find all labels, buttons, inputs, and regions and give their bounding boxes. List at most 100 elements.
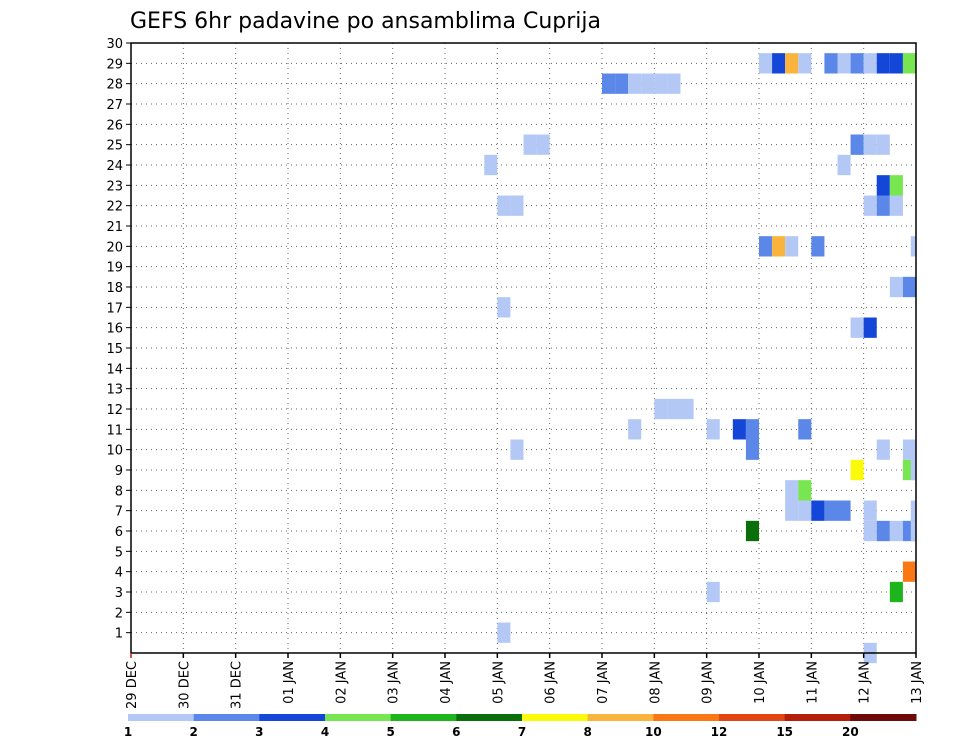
data-cell bbox=[910, 520, 916, 542]
colorbar-swatch bbox=[325, 714, 392, 721]
y-tick-label: 8 bbox=[115, 484, 123, 499]
data-cell bbox=[811, 236, 825, 257]
colorbar: 1 2 3 4 5 6 7 8 10 12 15 20 bbox=[124, 714, 917, 739]
y-tick-label: 27 bbox=[106, 98, 123, 113]
data-cell bbox=[615, 73, 629, 94]
colorbar-label: 8 bbox=[583, 725, 591, 739]
y-tick-label: 18 bbox=[106, 281, 123, 296]
data-cell bbox=[824, 53, 838, 74]
x-tick-label: 01 JAN bbox=[282, 661, 297, 704]
colorbar-label: 12 bbox=[711, 725, 728, 739]
y-axis: 1234567891011121314151617181920212223242… bbox=[106, 37, 131, 642]
x-tick-label: 09 JAN bbox=[701, 661, 716, 704]
data-cell bbox=[497, 622, 511, 643]
y-tick-label: 6 bbox=[115, 525, 123, 540]
x-tick-label: 04 JAN bbox=[439, 661, 454, 704]
data-cell bbox=[863, 195, 877, 216]
data-cell bbox=[745, 439, 759, 460]
data-cell bbox=[798, 419, 812, 440]
colorbar-label: 5 bbox=[386, 725, 394, 739]
data-cell bbox=[850, 317, 864, 338]
data-cell bbox=[772, 53, 786, 74]
data-cell bbox=[863, 500, 877, 521]
y-tick-label: 1 bbox=[115, 627, 123, 642]
y-tick-label: 22 bbox=[106, 200, 123, 215]
y-tick-label: 15 bbox=[106, 342, 123, 357]
data-cell bbox=[759, 53, 773, 74]
y-tick-label: 17 bbox=[106, 301, 123, 316]
data-cell bbox=[850, 134, 864, 155]
data-cell bbox=[863, 134, 877, 155]
data-cell bbox=[536, 134, 550, 155]
data-cell bbox=[889, 195, 903, 216]
data-cell bbox=[510, 439, 524, 460]
colorbar-swatch bbox=[128, 714, 195, 721]
x-tick-label: 03 JAN bbox=[387, 661, 402, 704]
data-cell bbox=[523, 134, 537, 155]
y-tick-label: 28 bbox=[106, 78, 123, 93]
x-tick-label: 05 JAN bbox=[491, 661, 506, 704]
data-cell bbox=[876, 520, 890, 542]
data-cell bbox=[745, 520, 759, 542]
data-cell bbox=[863, 520, 877, 542]
y-tick-label: 30 bbox=[106, 37, 123, 52]
colorbar-label: 15 bbox=[776, 725, 793, 739]
data-cell bbox=[889, 520, 903, 542]
colorbar-swatch bbox=[259, 714, 326, 721]
y-tick-label: 23 bbox=[106, 179, 123, 194]
x-tick-label: 31 DEC bbox=[230, 661, 245, 709]
x-tick-label: 11 JAN bbox=[805, 661, 820, 704]
data-cell bbox=[706, 419, 720, 440]
data-cell bbox=[628, 419, 642, 440]
colorbar-label: 10 bbox=[645, 725, 662, 739]
data-cell bbox=[837, 154, 851, 176]
y-tick-label: 24 bbox=[106, 159, 123, 174]
y-tick-label: 26 bbox=[106, 118, 123, 133]
x-tick-label: 02 JAN bbox=[334, 661, 349, 704]
data-cell bbox=[876, 195, 890, 216]
data-cell bbox=[680, 398, 694, 420]
colorbar-label: 7 bbox=[518, 725, 526, 739]
colorbar-label: 3 bbox=[255, 725, 263, 739]
data-cell bbox=[876, 53, 890, 74]
data-cell bbox=[902, 439, 916, 460]
y-tick-label: 19 bbox=[106, 261, 123, 276]
x-tick-label: 29 DEC bbox=[125, 661, 140, 709]
data-cell bbox=[902, 276, 916, 298]
data-cell bbox=[876, 175, 890, 196]
y-tick-label: 3 bbox=[115, 586, 123, 601]
data-cell bbox=[889, 175, 903, 196]
colorbar-swatch bbox=[522, 714, 589, 721]
colorbar-label: 20 bbox=[842, 725, 859, 739]
data-cell bbox=[654, 73, 668, 94]
data-cells bbox=[484, 53, 916, 664]
data-cell bbox=[628, 73, 642, 94]
data-cell bbox=[798, 53, 812, 74]
y-tick-label: 10 bbox=[106, 444, 123, 459]
colorbar-swatch bbox=[390, 714, 457, 721]
colorbar-swatch bbox=[719, 714, 786, 721]
colorbar-label: 6 bbox=[452, 725, 460, 739]
data-cell bbox=[863, 53, 877, 74]
data-cell bbox=[785, 500, 799, 521]
colorbar-swatch bbox=[653, 714, 720, 721]
y-tick-label: 29 bbox=[106, 57, 123, 72]
data-cell bbox=[811, 500, 825, 521]
data-cell bbox=[798, 500, 812, 521]
data-cell bbox=[910, 236, 916, 257]
data-cell bbox=[902, 53, 916, 74]
y-tick-label: 20 bbox=[106, 240, 123, 255]
y-tick-label: 5 bbox=[115, 545, 123, 560]
data-cell bbox=[667, 73, 681, 94]
data-cell bbox=[654, 398, 668, 420]
y-tick-label: 16 bbox=[106, 322, 123, 337]
data-cell bbox=[484, 154, 498, 176]
y-tick-label: 21 bbox=[106, 220, 123, 235]
data-cell bbox=[889, 53, 903, 74]
data-cell bbox=[798, 480, 812, 501]
x-tick-label: 08 JAN bbox=[648, 661, 663, 704]
data-cell bbox=[850, 53, 864, 74]
x-tick-label: 12 JAN bbox=[858, 661, 873, 704]
y-tick-label: 7 bbox=[115, 505, 123, 520]
